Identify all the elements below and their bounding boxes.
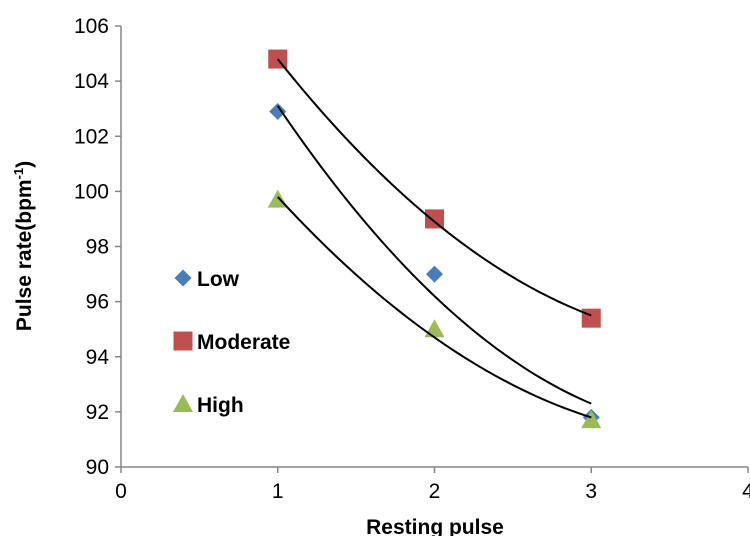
data-point: [581, 410, 602, 429]
y-tick-label: 94: [86, 346, 110, 369]
y-tick-label: 106: [74, 15, 109, 38]
data-point: [269, 102, 287, 120]
data-point: [426, 265, 443, 283]
legend-item-moderate: Moderate: [173, 331, 290, 354]
x-axis-ticks: 0 1 2 3 4: [115, 467, 750, 503]
legend-marker: [174, 269, 192, 287]
x-axis-title: Resting pulse: [366, 516, 504, 536]
data-point: [425, 209, 444, 229]
legend: Low Moderate High: [173, 268, 290, 417]
y-axis-title-close: ): [13, 161, 36, 168]
legend-label: Moderate: [197, 331, 290, 354]
y-axis-ticks: 90 92 94 96 98 100 102 104 106: [74, 15, 121, 479]
y-tick-label: 102: [74, 125, 109, 148]
x-tick-label: 0: [115, 480, 127, 503]
y-tick-label: 96: [86, 291, 109, 314]
series-low: [269, 102, 600, 426]
y-tick-label: 100: [74, 180, 109, 203]
x-tick-label: 4: [742, 480, 750, 503]
y-tick-label: 92: [86, 401, 109, 424]
x-tick-label: 2: [429, 480, 441, 503]
data-point: [581, 308, 601, 328]
data-point: [424, 319, 445, 338]
legend-item-low: Low: [174, 268, 240, 291]
y-tick-label: 90: [86, 456, 109, 479]
x-tick-label: 3: [585, 480, 597, 503]
y-axis-title-main: Pulse rate(bpm: [13, 179, 36, 331]
plot-area: [267, 49, 602, 429]
y-axis-title: Pulse rate(bpm-1): [11, 161, 36, 331]
y-tick-label: 104: [74, 70, 109, 93]
legend-item-high: High: [173, 394, 244, 417]
trendline-high: [277, 196, 592, 419]
data-point: [268, 49, 288, 69]
legend-label: Low: [197, 268, 240, 291]
y-tick-label: 98: [86, 236, 109, 259]
x-tick-label: 1: [272, 480, 284, 503]
legend-marker: [173, 394, 193, 412]
legend-marker: [173, 331, 193, 351]
series-moderate: [268, 49, 601, 328]
y-axis-title-superscript: -1: [11, 168, 26, 180]
legend-label: High: [197, 394, 244, 417]
trendline-low: [276, 105, 592, 405]
trendline-moderate: [276, 58, 592, 317]
